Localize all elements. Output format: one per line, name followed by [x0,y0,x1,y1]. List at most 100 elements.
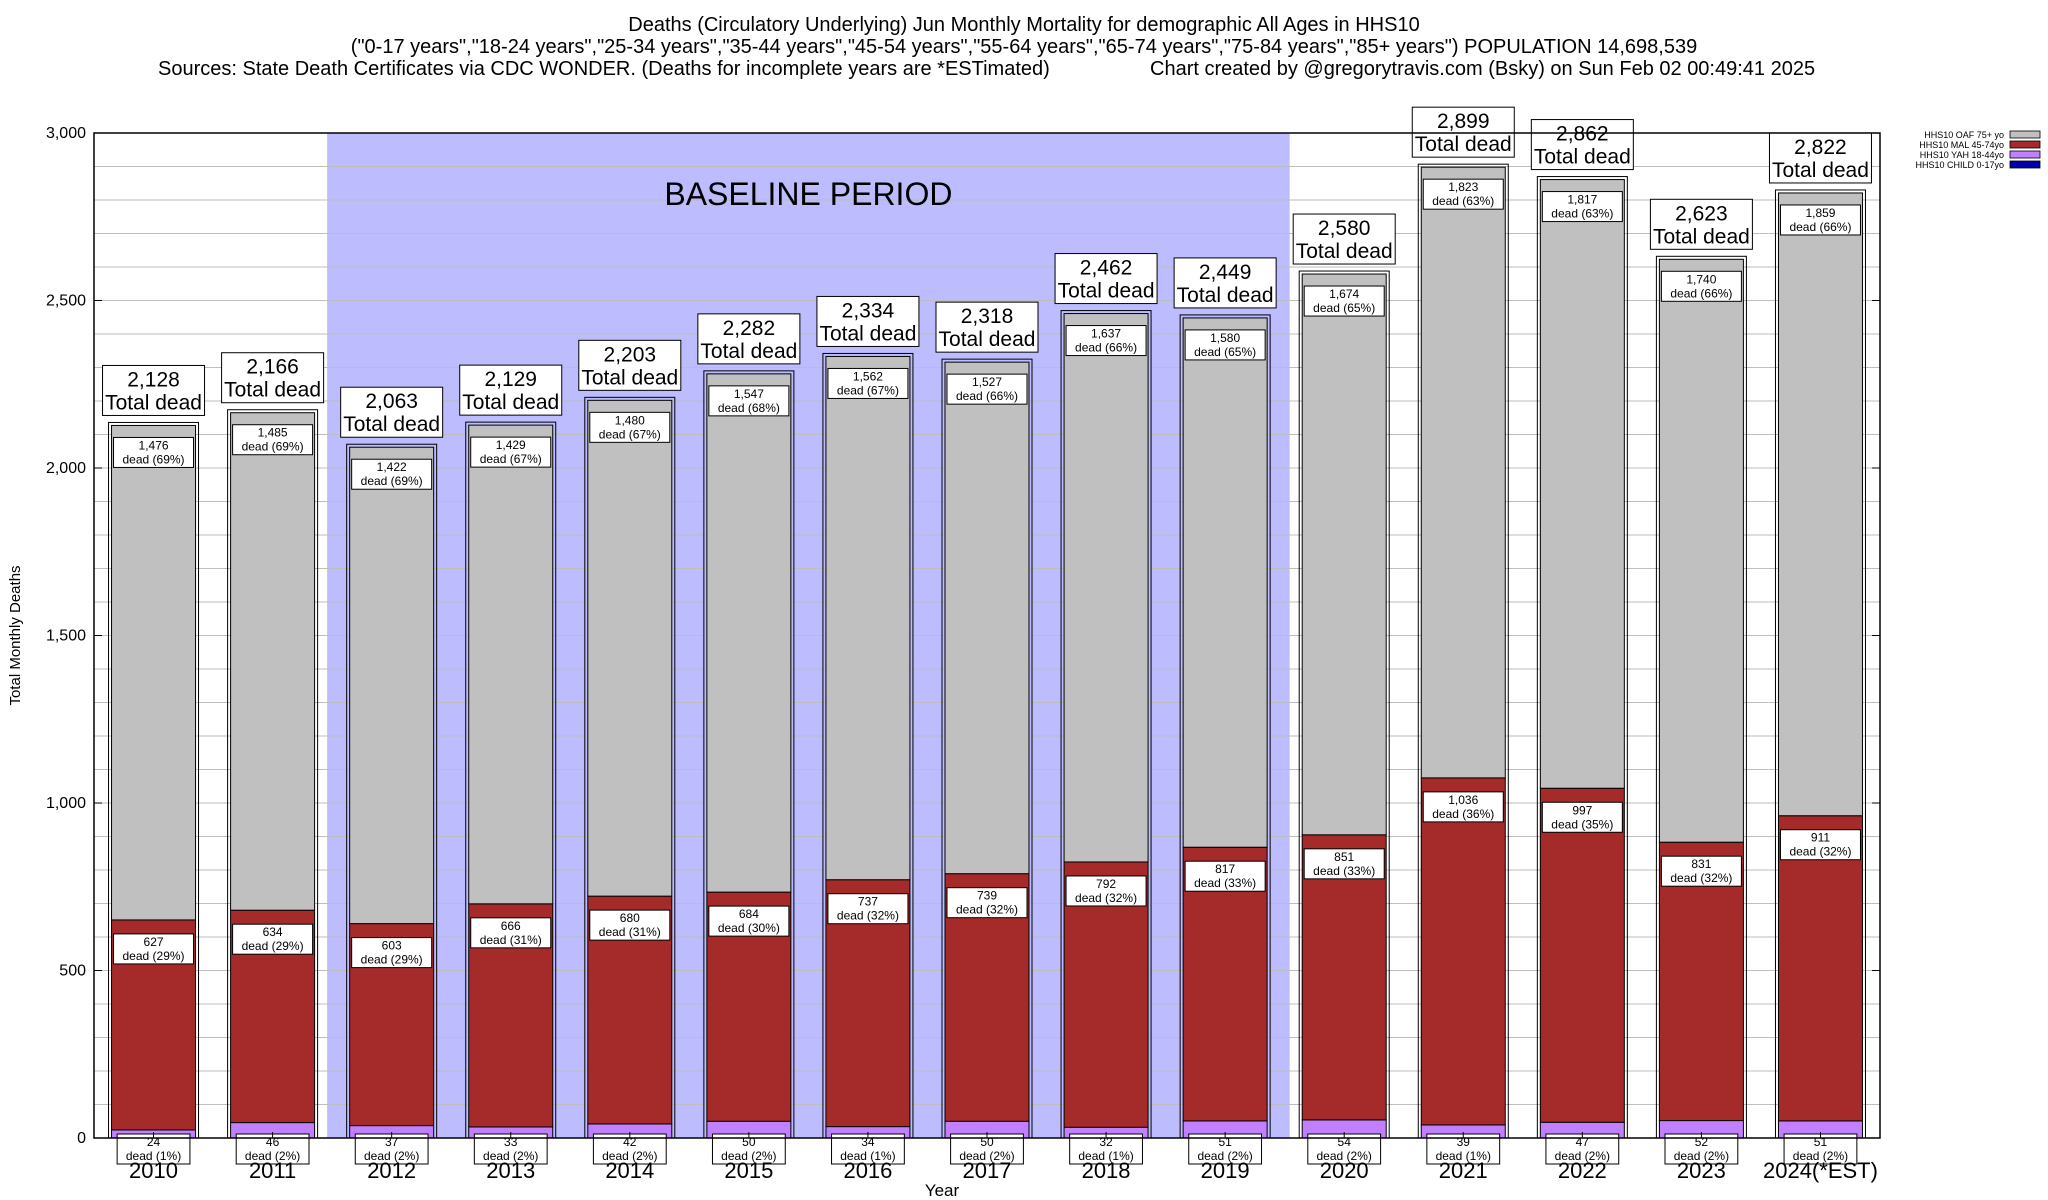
total-suffix: Total dead [224,379,321,402]
oaf-label: 1,527 [972,375,1002,389]
yah-label: dead (2%) [602,1149,657,1163]
total-value: 2,203 [604,343,657,366]
oaf-label: 1,740 [1686,272,1716,286]
mal-label: dead (29%) [361,953,423,967]
total-value: 2,862 [1556,123,1609,146]
total-label-box [1054,253,1158,305]
total-value: 2,580 [1318,217,1371,240]
mal-label-box [1779,829,1861,861]
mal-label-box [113,933,195,965]
mal-label: 737 [858,895,878,909]
x-tick-label: 2021 [1439,1158,1488,1183]
bar-segment [1539,179,1625,789]
bar-segment [230,412,316,911]
total-label-box [102,364,206,416]
oaf-label: dead (65%) [1194,345,1256,359]
oaf-label: 1,562 [853,369,883,383]
oaf-label: dead (63%) [1432,194,1494,208]
total-value: 2,822 [1794,136,1847,159]
total-suffix: Total dead [1534,146,1631,169]
legend-swatch [2009,130,2041,139]
mal-label: 666 [501,919,521,933]
mal-label-box [589,909,671,941]
legend-label: HHS10 OAF 75+ yo [1924,130,2004,140]
mal-label: dead (32%) [837,909,899,923]
oaf-label: dead (66%) [1075,341,1137,355]
mal-label: 911 [1811,831,1830,845]
oaf-label-box [351,458,433,490]
mal-label: dead (31%) [599,925,661,939]
total-value: 2,129 [484,368,537,391]
mal-label: dead (32%) [1789,845,1851,859]
total-label-box [578,339,682,391]
oaf-label: dead (66%) [956,389,1018,403]
total-value: 2,166 [246,356,299,379]
total-suffix: Total dead [343,413,440,436]
total-value: 2,462 [1080,257,1133,280]
yah-label: dead (2%) [1317,1149,1372,1163]
bar-segment [349,446,435,925]
mal-label: 739 [977,889,997,903]
legend-label: HHS10 YAH 18-44yo [1920,150,2004,160]
oaf-label-box [1779,204,1861,236]
yah-label: dead (1%) [1436,1149,1491,1163]
total-value: 2,449 [1199,261,1252,284]
x-tick-label: 2016 [843,1158,892,1183]
yah-label-box [1664,1133,1739,1165]
total-label-box [697,313,801,365]
total-suffix: Total dead [819,322,916,345]
mal-label: 1,036 [1448,793,1478,807]
x-tick-label: 2017 [963,1158,1012,1183]
total-value: 2,063 [365,390,418,413]
x-tick-label: 2020 [1320,1158,1369,1183]
oaf-label-box [1184,329,1266,361]
oaf-label-box [1422,178,1504,210]
yah-label: dead (1%) [840,1149,895,1163]
total-value: 2,318 [961,305,1014,328]
yah-label: dead (2%) [1197,1149,1252,1163]
bar-segment [1420,166,1506,779]
bar-segment [944,361,1030,875]
mal-label: dead (31%) [480,933,542,947]
x-axis-label: Year [925,1181,960,1200]
bar-segment [1063,313,1149,863]
bar-segment [1658,258,1744,843]
yah-label: dead (2%) [1793,1149,1848,1163]
oaf-label: dead (66%) [1789,220,1851,234]
bar-segment [1301,834,1387,1121]
oaf-label: 1,485 [258,426,288,440]
total-suffix: Total dead [1415,133,1512,156]
oaf-label: 1,476 [139,438,169,452]
bar-segment [1301,273,1387,836]
bar-segment [468,424,554,905]
total-label-box [816,295,920,347]
bar-segment [1182,846,1268,1122]
x-tick-label: 2011 [249,1158,296,1183]
oaf-label: dead (69%) [123,452,185,466]
mal-label-box [1660,855,1742,887]
y-tick-label: 500 [59,963,86,980]
total-label-box [1649,198,1753,250]
yah-label: dead (2%) [483,1149,538,1163]
bar-segment [706,373,792,893]
oaf-label: 1,480 [615,413,645,427]
yah-label-box [1545,1133,1620,1165]
total-value: 2,899 [1437,110,1490,133]
yah-label: dead (2%) [1555,1149,1610,1163]
bar-segment [111,424,197,921]
y-tick-label: 3,000 [46,125,86,142]
oaf-label: 1,823 [1448,180,1478,194]
yah-label-box [235,1133,310,1165]
oaf-label-box [708,385,790,417]
mal-label: dead (30%) [718,921,780,935]
y-tick-label: 2,000 [46,460,86,477]
total-label-box [1292,213,1396,265]
mal-label-box [1065,875,1147,907]
x-tick-label: 2014 [605,1158,654,1183]
mal-label-box [351,937,433,969]
